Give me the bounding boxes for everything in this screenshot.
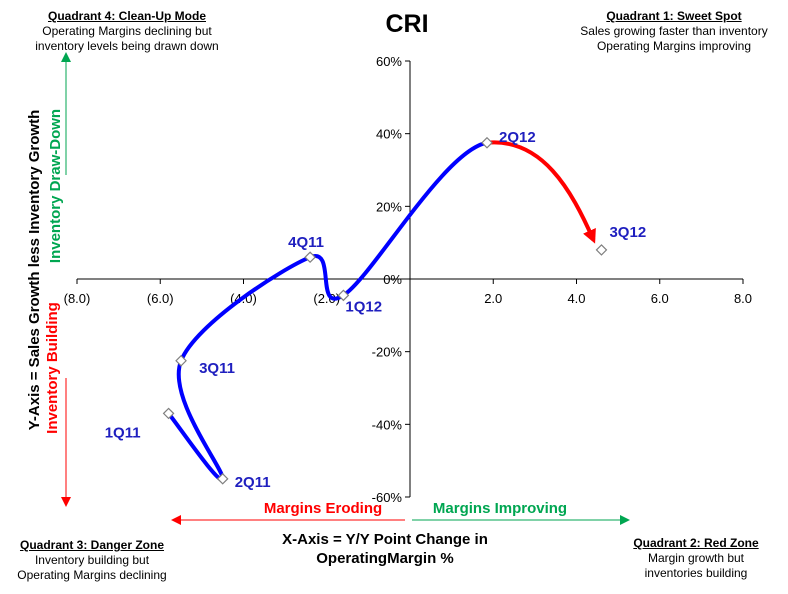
data-point-label: 2Q12 xyxy=(499,129,536,146)
x-tick-label: (2.0) xyxy=(313,291,340,306)
x-tick-label: (8.0) xyxy=(64,291,91,306)
x-axis-title-line-2: OperatingMargin % xyxy=(316,550,454,567)
quadrant-4-line-2: inventory levels being drawn down xyxy=(35,39,219,53)
y-tick-label: -20% xyxy=(372,345,403,360)
data-point xyxy=(216,472,229,485)
x-tick-label: 6.0 xyxy=(651,291,669,306)
data-point-label: 3Q12 xyxy=(609,224,646,241)
x-axis-title: X-Axis = Y/Y Point Change in OperatingMa… xyxy=(240,530,530,568)
margins-improving-label: Margins Improving xyxy=(432,500,568,517)
series-line-recent xyxy=(486,140,596,244)
margins-eroding-label: Margins Eroding xyxy=(263,500,383,517)
data-point-label: 1Q11 xyxy=(105,424,141,441)
y-tick-label: 0% xyxy=(383,272,402,287)
inventory-building-label: Inventory Building xyxy=(44,302,61,434)
x-axis-title-line-1: X-Axis = Y/Y Point Change in xyxy=(282,531,488,548)
quadrant-1-heading: Quadrant 1: Sweet Spot xyxy=(606,9,742,23)
quadrant-2-note: Quadrant 2: Red Zone Margin growth but i… xyxy=(610,536,782,581)
quadrant-4-note: Quadrant 4: Clean-Up Mode Operating Marg… xyxy=(6,9,248,54)
x-tick-label: 8.0 xyxy=(734,291,752,306)
x-tick-label: (6.0) xyxy=(147,291,174,306)
quadrant-3-heading: Quadrant 3: Danger Zone xyxy=(19,538,165,552)
data-point-label: 3Q11 xyxy=(199,360,235,377)
y-tick-label: -40% xyxy=(372,417,403,432)
chart-title: CRI xyxy=(385,10,429,38)
data-points xyxy=(162,136,608,485)
x-ticks: (8.0) (6.0) (4.0) (2.0) 2.0 4.0 6.0 8.0 xyxy=(64,279,752,306)
data-point xyxy=(481,136,493,149)
y-axis-title: Y-Axis = Sales Growth less Inventory Gro… xyxy=(26,109,43,431)
quadrant-2-line-1: Margin growth but xyxy=(647,551,745,565)
series-line xyxy=(166,140,490,482)
quadrant-1-line-2: Operating Margins improving xyxy=(596,39,752,53)
x-tick-label: 4.0 xyxy=(567,291,585,306)
quadrant-4-heading: Quadrant 4: Clean-Up Mode xyxy=(47,9,206,23)
y-tick-label: -60% xyxy=(372,490,403,505)
data-point-label: 4Q11 xyxy=(288,234,324,251)
data-point xyxy=(337,289,350,302)
y-tick-label: 60% xyxy=(376,54,402,69)
data-point xyxy=(304,251,316,264)
y-tick-label: 20% xyxy=(376,199,402,214)
data-point-label: 2Q11 xyxy=(235,474,271,491)
quadrant-2-line-2: inventories building xyxy=(644,566,748,580)
y-tick-label: 40% xyxy=(376,127,402,142)
quadrant-1-note: Quadrant 1: Sweet Spot Sales growing fas… xyxy=(546,9,788,54)
quadrant-3-note: Quadrant 3: Danger Zone Inventory buildi… xyxy=(0,538,184,583)
data-point xyxy=(595,244,608,256)
point-labels: 1Q11 2Q11 3Q11 4Q11 1Q12 2Q12 3Q12 xyxy=(105,129,646,491)
x-tick-label: 2.0 xyxy=(484,291,502,306)
quadrant-4-line-1: Operating Margins declining but xyxy=(42,24,212,38)
inventory-drawdown-label: Inventory Draw-Down xyxy=(47,108,64,264)
data-point-label: 1Q12 xyxy=(345,298,382,315)
data-point xyxy=(175,354,187,367)
quadrant-3-line-2: Operating Margins declining xyxy=(17,568,167,582)
y-ticks: 60% 40% 20% 0% -20% -40% -60% xyxy=(372,54,410,505)
quadrant-2-heading: Quadrant 2: Red Zone xyxy=(633,536,759,550)
quadrant-3-line-1: Inventory building but xyxy=(34,553,150,567)
quadrant-1-line-1: Sales growing faster than inventory xyxy=(580,24,768,38)
data-point xyxy=(162,407,175,420)
